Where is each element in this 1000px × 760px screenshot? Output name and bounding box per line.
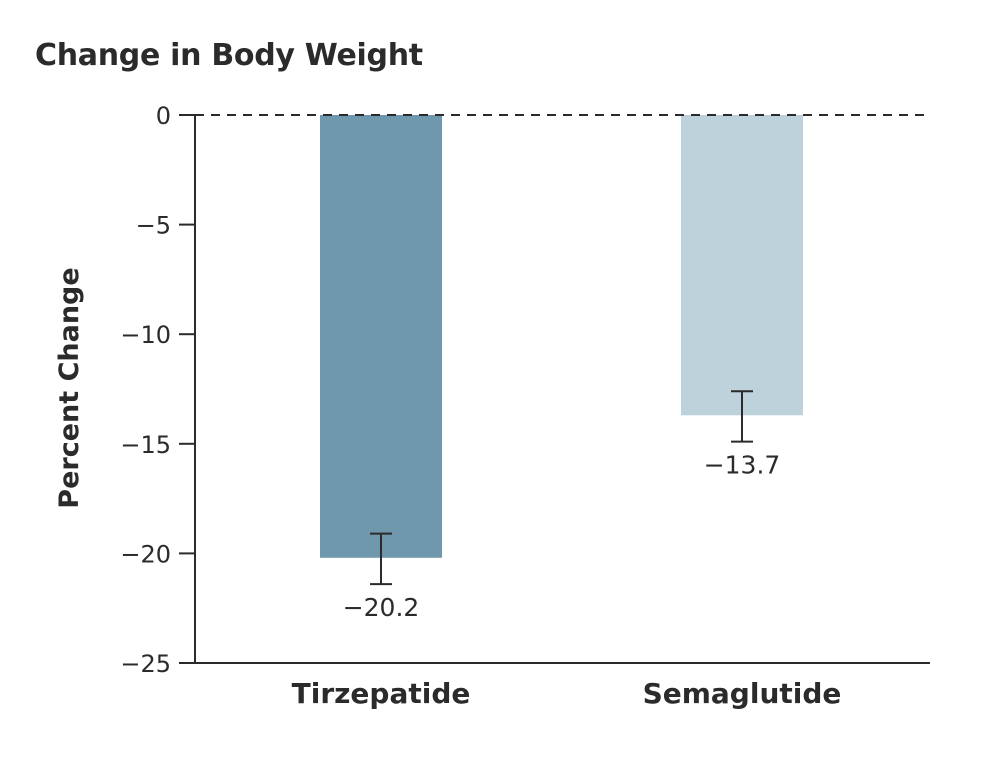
y-axis-label: Percent Change [54, 267, 85, 508]
data-label-semaglutide: −13.7 [704, 451, 781, 480]
y-tick-label: −25 [120, 650, 171, 678]
error-bar-semaglutide [731, 390, 753, 443]
y-tick-label: −10 [120, 321, 171, 349]
bar-tirzepatide [320, 115, 442, 558]
labels: 0 −5 −10 −15 −20 −25 Tirzepatide Semaglutide −20… [120, 102, 841, 710]
bars [320, 115, 803, 586]
x-tick-label-semaglutide: Semaglutide [643, 677, 842, 710]
y-axis-label-group: Percent Change [54, 267, 85, 508]
error-bar-tirzepatide [370, 532, 392, 586]
y-tick-label: 0 [156, 102, 171, 130]
y-tick-label: −20 [120, 540, 171, 568]
x-tick-label-tirzepatide: Tirzepatide [292, 677, 471, 710]
y-tick-label: −5 [136, 212, 171, 240]
y-tick-label: −15 [120, 431, 171, 459]
data-label-tirzepatide: −20.2 [343, 593, 420, 622]
chart-title: Change in Body Weight [35, 38, 423, 73]
axes [179, 114, 930, 664]
bar-semaglutide [681, 115, 803, 416]
